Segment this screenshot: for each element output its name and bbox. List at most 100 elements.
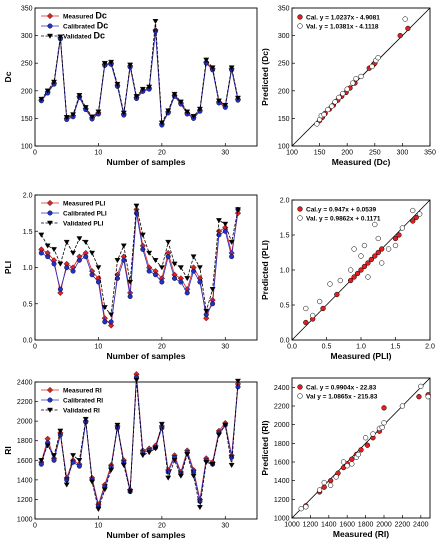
legend-label: Cal.y = 0.947x + 0.0539 [306, 206, 376, 213]
plot-frame [291, 377, 431, 519]
y-tick-label: 1200 [17, 497, 33, 504]
data-point [410, 207, 416, 214]
y-axis-label: RI [3, 446, 13, 455]
y-tick-label: 1200 [274, 497, 290, 504]
y-tick-label: 250 [278, 61, 290, 68]
data-point [333, 474, 339, 480]
y-axis-label: PLI [3, 261, 13, 274]
data-point [350, 80, 356, 86]
y-tick-label: 2.0 [23, 193, 33, 200]
x-tick-label: 100 [286, 150, 298, 157]
data-point [190, 254, 197, 260]
legend-marker [46, 12, 54, 20]
legend-marker [297, 23, 303, 29]
data-point [368, 256, 375, 263]
data-point [127, 279, 134, 285]
data-point [70, 453, 77, 459]
data-point [127, 62, 134, 68]
x-axis-label: Measured (PLI) [331, 351, 392, 361]
y-tick-label: 2200 [274, 404, 290, 411]
data-point [327, 478, 334, 484]
x-tick-label: 0 [33, 150, 37, 157]
data-point [165, 469, 171, 475]
y-tick-label: 1.5 [23, 229, 33, 236]
x-tick-label: 10 [95, 150, 103, 157]
data-point [95, 279, 101, 285]
data-point [375, 235, 381, 242]
data-point [405, 25, 411, 32]
y-tick-label: 1.0 [23, 265, 33, 272]
data-point [133, 94, 140, 100]
y-axis-label: Predicted (RI) [260, 420, 270, 475]
x-tick-label: 0.0 [287, 344, 297, 351]
data-point [344, 463, 350, 469]
y-tick-label: 2200 [17, 399, 33, 406]
data-point [184, 452, 191, 458]
data-point [362, 435, 369, 441]
x-tick-label: 2.0 [425, 344, 435, 351]
data-point [95, 507, 102, 513]
y-tick-label: 150 [278, 116, 290, 123]
data-point [177, 473, 184, 479]
data-point [372, 221, 378, 228]
data-point [334, 291, 340, 298]
data-point [402, 16, 408, 22]
data-point [63, 482, 70, 488]
data-point [410, 218, 416, 224]
data-point [413, 214, 419, 221]
series-line [40, 380, 239, 511]
legend-label: Measured Dc [63, 11, 107, 21]
x-tick-label: 0 [33, 523, 37, 530]
y-tick-label: 300 [278, 33, 290, 40]
data-point [298, 506, 304, 512]
legend-marker [46, 386, 54, 394]
series-validation [298, 383, 431, 512]
x-tick-label: 10 [95, 344, 103, 351]
legend-name-suffix: Dc [97, 21, 109, 31]
data-point [375, 249, 381, 256]
data-point [399, 225, 406, 231]
data-point [229, 254, 235, 260]
data-point [89, 479, 96, 485]
data-point [310, 312, 316, 319]
data-point [381, 420, 387, 426]
series-measured [38, 26, 242, 128]
data-point [82, 416, 89, 422]
data-point [379, 246, 385, 252]
data-point [303, 504, 309, 510]
y-tick-label: 2400 [274, 385, 290, 392]
data-point [336, 94, 342, 101]
x-tick-label: 200 [341, 150, 353, 157]
data-point [101, 305, 108, 311]
x-tick-label: 1000 [284, 522, 300, 529]
legend-name: Measured PLI [63, 201, 105, 208]
x-tick-label: 30 [221, 344, 229, 351]
data-point [316, 487, 323, 493]
legend-marker [297, 393, 303, 399]
data-point [83, 254, 89, 260]
x-tick-label: 20 [158, 523, 166, 530]
series-line [41, 31, 239, 127]
data-point [348, 277, 354, 284]
y-tick-label: 150 [21, 116, 33, 123]
data-point [70, 112, 77, 118]
data-point [108, 59, 115, 65]
data-point [375, 55, 381, 61]
y-tick-label: 200 [278, 88, 290, 95]
legend-marker [297, 384, 303, 390]
data-point [146, 250, 153, 256]
x-tick-label: 250 [369, 150, 381, 157]
data-point [51, 457, 57, 463]
dc-line-chart: 0 10 20 30 100 150 200 250 300 350 Number of sampl… [3, 6, 258, 167]
x-tick-label: 0 [33, 344, 37, 351]
data-point [133, 377, 140, 383]
data-point [369, 63, 375, 70]
data-point [114, 275, 120, 281]
data-point [358, 253, 364, 259]
data-point [325, 106, 331, 113]
data-point [425, 394, 431, 400]
data-point [127, 294, 133, 300]
series-validated-pli [38, 203, 241, 318]
data-point [133, 203, 140, 209]
